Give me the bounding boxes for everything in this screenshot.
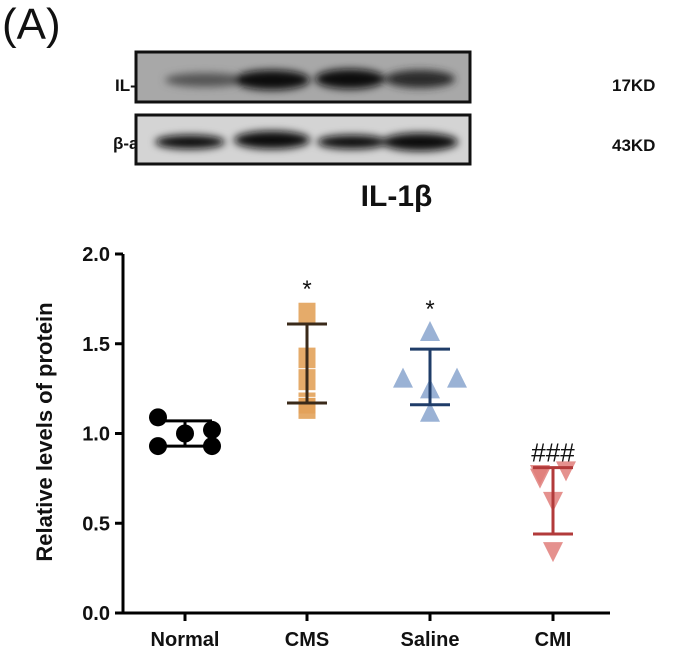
y-tick-label: 0.0 — [82, 603, 110, 625]
data-point — [420, 320, 440, 341]
significance-annotation: ### — [531, 438, 575, 468]
data-point — [530, 468, 550, 489]
data-point — [393, 367, 413, 388]
panel-label: (A) — [2, 0, 61, 49]
chart-title: IL-1β — [360, 180, 433, 213]
y-tick-label: 1.5 — [82, 334, 110, 356]
data-point — [420, 401, 440, 422]
blot-row-size: 17KD — [612, 76, 656, 95]
western-blot — [134, 50, 472, 166]
x-tick-label: CMS — [285, 629, 329, 651]
y-tick-label: 1.0 — [82, 424, 110, 446]
y-tick-label: 0.5 — [82, 513, 110, 535]
data-point — [149, 408, 167, 427]
data-point — [297, 301, 317, 325]
data-point — [543, 542, 563, 563]
x-tick-label: Normal — [151, 629, 220, 651]
y-axis-label: Relative levels of protein — [32, 302, 57, 561]
x-tick-label: CMI — [535, 629, 572, 651]
data-point — [447, 367, 467, 388]
x-tick-label: Saline — [401, 629, 460, 651]
blot-bands-il1b — [165, 69, 455, 90]
blot-bands-actin — [155, 131, 458, 151]
significance-annotation: * — [302, 276, 311, 303]
significance-annotation: * — [425, 296, 434, 323]
y-tick-label: 2.0 — [82, 244, 110, 266]
data-point — [203, 420, 221, 439]
blot-row-size: 43KD — [612, 136, 656, 155]
